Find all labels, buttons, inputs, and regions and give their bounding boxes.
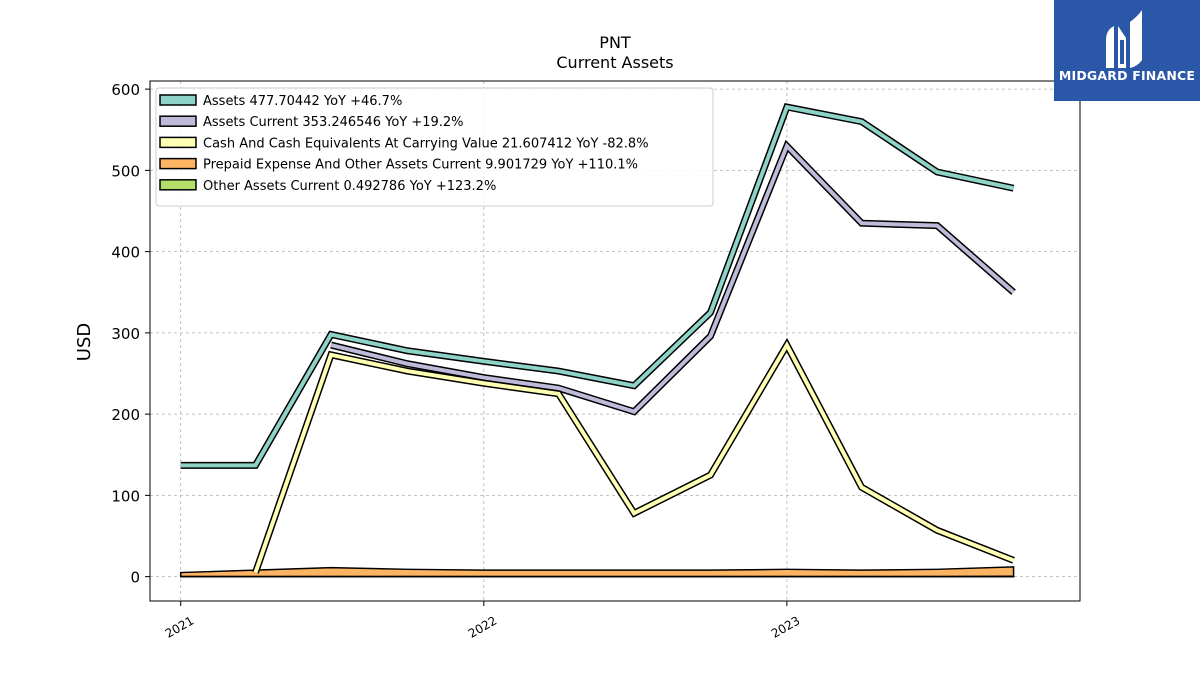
chart-subtitle: Current Assets [556,53,673,72]
legend-swatch [159,115,197,127]
brand-name: MIDGARD FINANCE [1058,68,1196,83]
y-tick-label: 0 [130,569,140,587]
legend-entry: Prepaid Expense And Other Assets Current… [203,158,638,173]
x-tick-label: 2023 [769,613,802,640]
legend-entry: Assets 477.70442 YoY +46.7% [203,94,402,109]
x-tick-label: 2021 [163,613,196,640]
x-axis-ticks: 2021 2022 2023 [163,601,802,641]
legend-swatch [159,94,197,106]
series-line [253,340,1015,574]
legend: Assets 477.70442 YoY +46.7% Assets Curren… [155,87,714,207]
legend-entry: Cash And Cash Equivalents At Carrying Va… [203,136,649,151]
legend-swatch [159,136,197,149]
chart-title: PNT [599,33,631,52]
y-tick-label: 400 [111,244,140,262]
series-line [330,142,1015,414]
y-axis-ticks: 0 100 200 300 400 500 600 [111,81,150,587]
y-tick-label: 600 [111,81,140,99]
y-tick-label: 300 [111,325,140,343]
legend-entry: Other Assets Current 0.492786 YoY +123.2… [203,179,496,194]
y-axis-label: USD [74,323,95,361]
brand-logo: MIDGARD FINANCE [1054,0,1200,101]
series-lines [180,102,1016,574]
legend-swatch [159,179,197,191]
y-tick-label: 200 [111,406,140,424]
area-fills [179,566,1015,578]
y-tick-label: 100 [111,487,140,505]
x-tick-label: 2022 [466,613,499,640]
series-line [180,104,1014,468]
series-line-outline [252,337,1015,574]
legend-entry: Assets Current 353.246546 YoY +19.2% [203,115,464,130]
brand-mark-icon [1106,10,1142,68]
plot-frame [149,80,1081,602]
legend-box [155,87,714,207]
legend-swatch [159,157,197,170]
y-tick-label: 500 [111,162,140,180]
series-area [179,566,1015,578]
